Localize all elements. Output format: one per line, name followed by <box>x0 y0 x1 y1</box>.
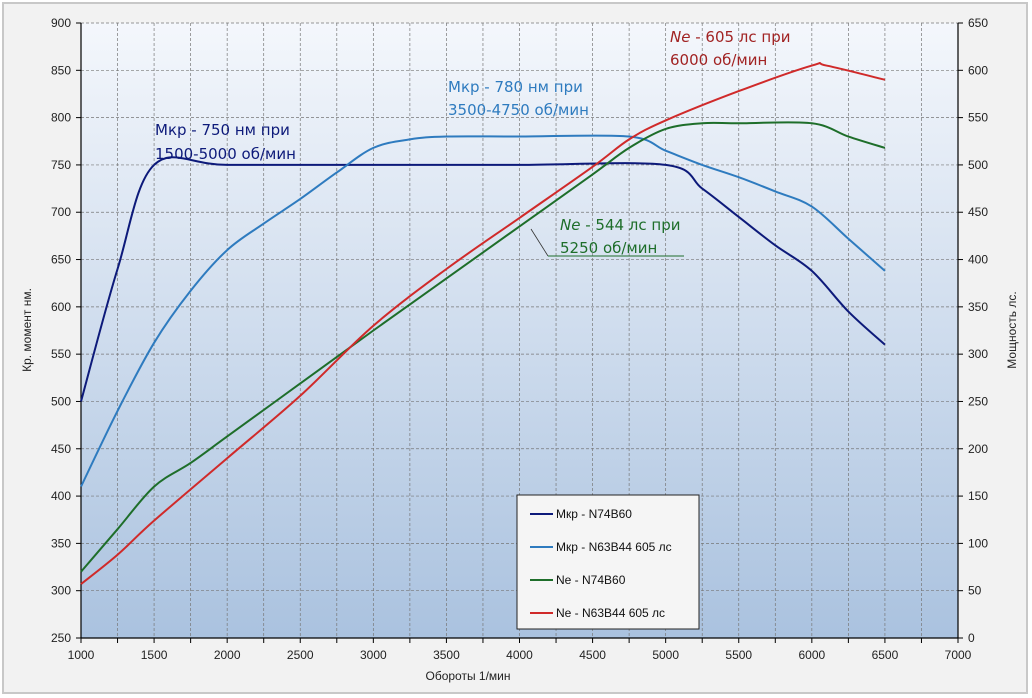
x-tick-label: 1000 <box>68 648 95 662</box>
y2-tick-label: 400 <box>968 253 988 267</box>
y2-tick-label: 0 <box>968 631 975 645</box>
y2-tick-label: 100 <box>968 536 988 550</box>
grid <box>81 22 958 638</box>
legend-box <box>516 494 700 630</box>
y2-tick-label: 300 <box>968 347 988 361</box>
y-tick-label: 800 <box>51 111 71 125</box>
annotation-line: Мкр - 750 нм при <box>155 121 290 139</box>
y2-tick-label: 150 <box>968 489 988 503</box>
series-line-power-n63b44 <box>80 62 886 585</box>
x-tick-label: 4500 <box>579 648 606 662</box>
y-tick-label: 400 <box>51 489 71 503</box>
x-tick-label: 2000 <box>214 648 241 662</box>
y-tick-label: 750 <box>51 158 71 172</box>
annotation-n74-power: Ne - 544 лс при 5250 об/мин <box>530 216 684 257</box>
y-axis-label: Кр. момент нм. <box>20 288 34 372</box>
y-tick-label: 350 <box>51 536 71 550</box>
annotation-n63-torque: Мкр - 780 нм при 3500-4750 об/мин <box>448 78 589 119</box>
x-tick-label: 6000 <box>798 648 825 662</box>
annotation-line: Ne - 605 лс при <box>670 28 790 46</box>
x-tick-label: 3500 <box>433 648 460 662</box>
y-tick-label: 450 <box>51 442 71 456</box>
y2-tick-label: 250 <box>968 394 988 408</box>
y-tick-label: 300 <box>51 584 71 598</box>
annotation-line: Ne - 544 лс при <box>560 216 680 234</box>
y-tick-label: 250 <box>51 631 71 645</box>
x-tick-label: 7000 <box>945 648 972 662</box>
x-tick-label: 6500 <box>872 648 899 662</box>
legend-label: Мкр - N74B60 <box>556 507 632 521</box>
series-group <box>80 62 886 585</box>
x-tick-label: 2500 <box>287 648 314 662</box>
axes: 2503003504004505005506006507007508008509… <box>51 16 988 662</box>
annotation-line: 1500-5000 об/мин <box>155 145 296 163</box>
x-tick-label: 5000 <box>652 648 679 662</box>
y2-tick-label: 350 <box>968 300 988 314</box>
x-tick-label: 1500 <box>141 648 168 662</box>
series-line-torque-n63b44 <box>80 134 886 488</box>
y-tick-label: 850 <box>51 63 71 77</box>
series-line-torque-n74b60 <box>80 156 886 402</box>
y2-axis-label: Мощность лс. <box>1005 291 1019 368</box>
x-tick-label: 5500 <box>725 648 752 662</box>
y2-tick-label: 50 <box>968 584 982 598</box>
annotation-line: 6000 об/мин <box>670 51 767 69</box>
annotation-n74-torque: Мкр - 750 нм при 1500-5000 об/мин <box>155 121 296 163</box>
y-tick-label: 650 <box>51 253 71 267</box>
y2-tick-label: 650 <box>968 16 988 30</box>
annotation-line: Мкр - 780 нм при <box>448 78 583 96</box>
y-tick-label: 900 <box>51 16 71 30</box>
legend-label: Ne - N74B60 <box>556 573 626 587</box>
y-tick-label: 600 <box>51 300 71 314</box>
y2-tick-label: 550 <box>968 111 988 125</box>
legend-label: Мкр - N63B44 605 лс <box>556 540 672 554</box>
annotation-n63-power: Ne - 605 лс при 6000 об/мин <box>670 28 790 69</box>
y2-tick-label: 500 <box>968 158 988 172</box>
x-axis-label: Обороты 1/мин <box>425 669 510 683</box>
y2-tick-label: 200 <box>968 442 988 456</box>
annotation-line: 5250 об/мин <box>560 239 657 257</box>
legend-label: Ne - N63B44 605 лс <box>556 606 665 620</box>
legend: Мкр - N74B60 Мкр - N63B44 605 лс Ne - N74B… <box>516 494 700 630</box>
x-tick-label: 3000 <box>360 648 387 662</box>
y-tick-label: 500 <box>51 394 71 408</box>
x-tick-label: 4000 <box>506 648 533 662</box>
y2-tick-label: 600 <box>968 63 988 77</box>
annotation-leader <box>530 228 549 257</box>
y2-tick-label: 450 <box>968 205 988 219</box>
y-tick-label: 700 <box>51 205 71 219</box>
series-line-power-n74b60 <box>80 121 886 573</box>
y-tick-label: 550 <box>51 347 71 361</box>
annotation-line: 3500-4750 об/мин <box>448 101 589 119</box>
